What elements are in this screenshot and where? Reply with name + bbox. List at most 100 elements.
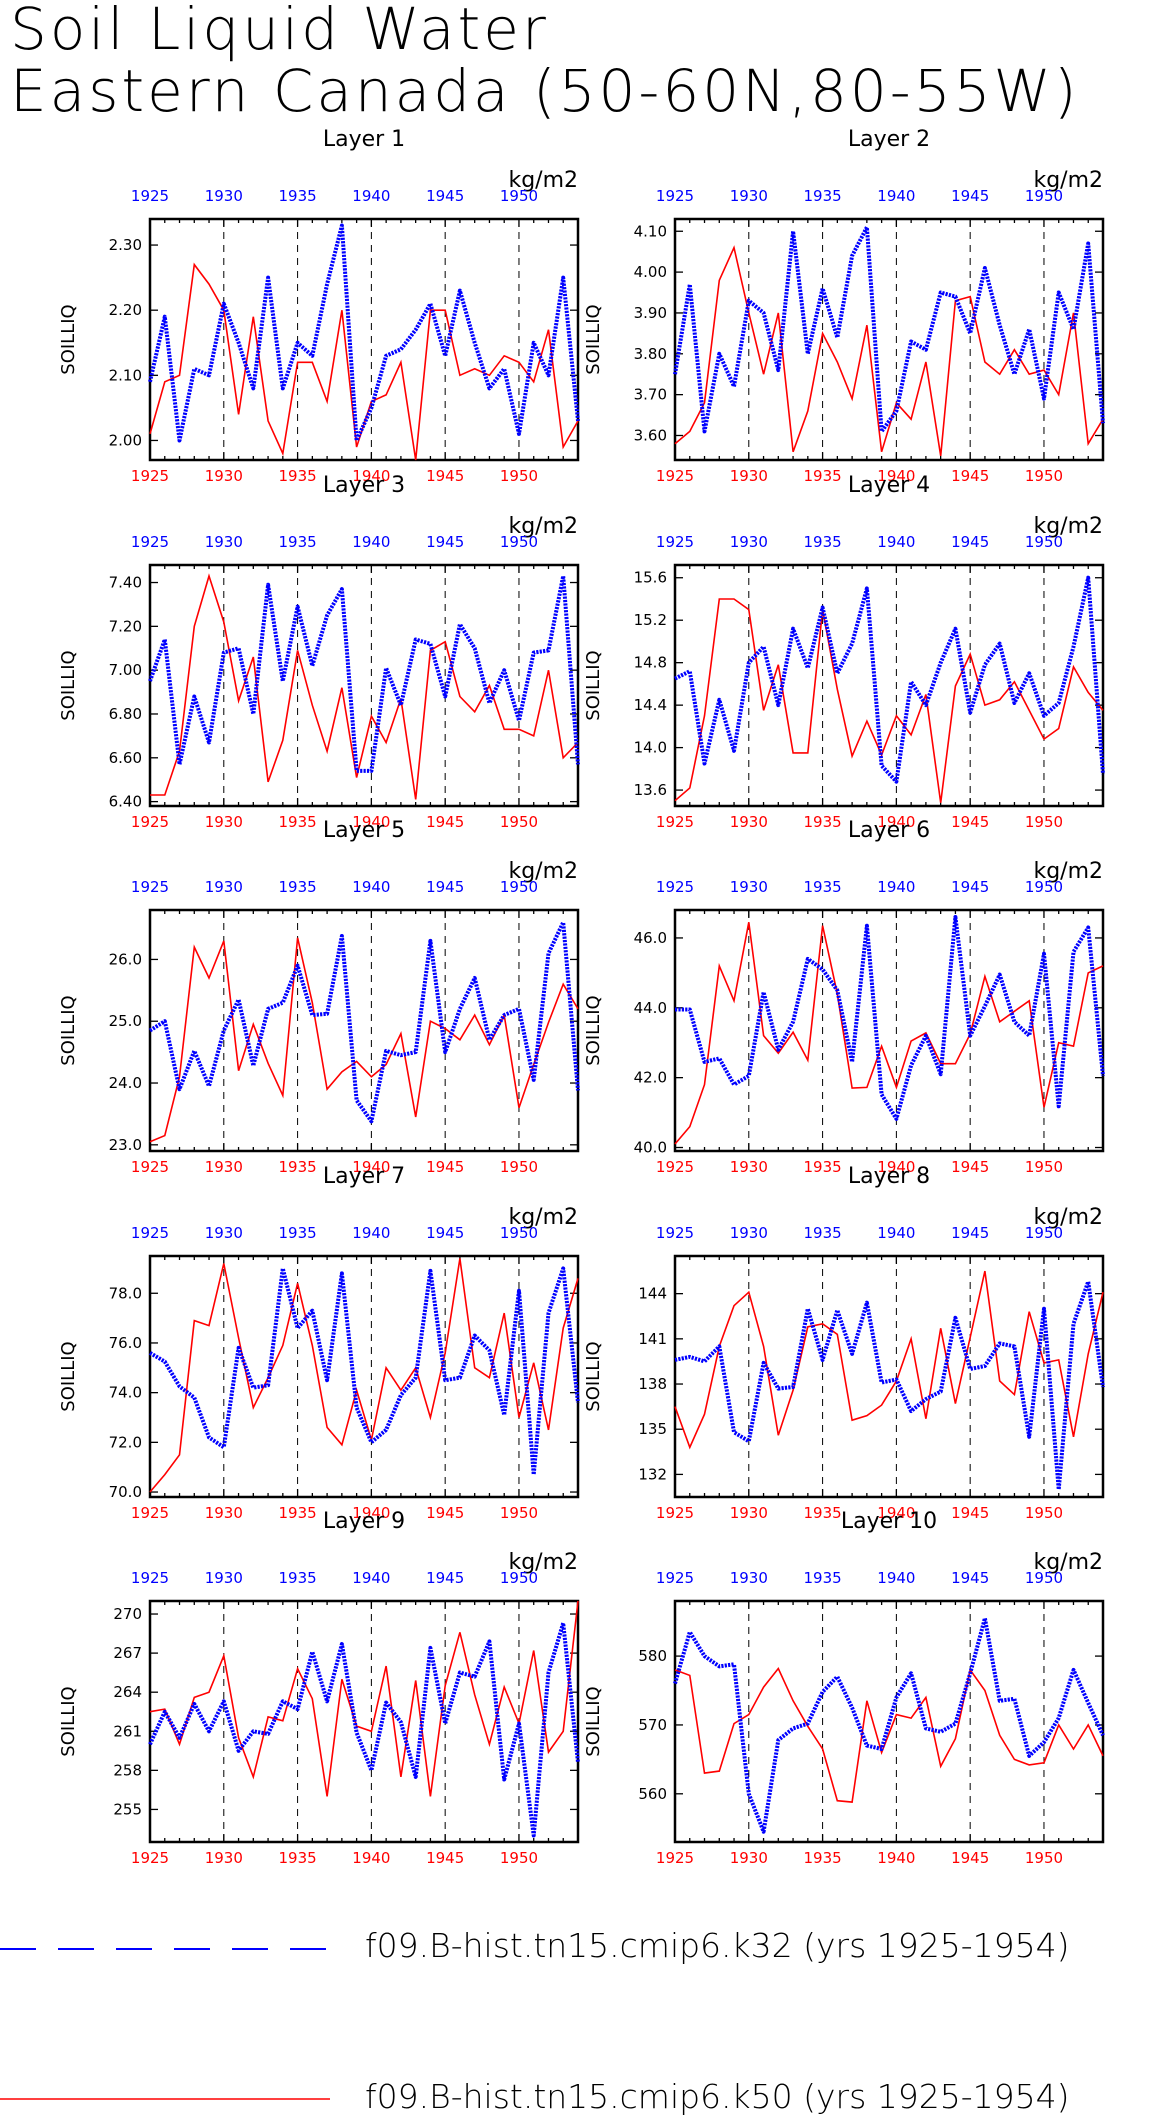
chart-layer-8: Layer 8 kg/m2 1925 1925 1930 1930 1935 1935 1940… xyxy=(583,1164,1105,1522)
x-tick-label-top: 1940 xyxy=(877,1569,915,1587)
y-tick-label: 44.0 xyxy=(634,999,667,1017)
plot-frame xyxy=(148,217,580,462)
y-tick-label: 15.2 xyxy=(634,611,667,629)
x-tick-label-top: 1945 xyxy=(426,533,464,551)
x-tick-label-bottom: 1930 xyxy=(205,1158,243,1176)
x-tick-label-bottom: 1925 xyxy=(656,1849,694,1867)
x-tick-label-bottom: 1950 xyxy=(500,1849,538,1867)
units-label: kg/m2 xyxy=(508,514,578,539)
y-tick-label: 6.80 xyxy=(109,705,142,723)
x-tick-label-top: 1945 xyxy=(426,878,464,896)
x-tick-label-top: 1925 xyxy=(656,1224,694,1242)
x-tick-label-bottom: 1930 xyxy=(205,1849,243,1867)
plot-frame xyxy=(673,1599,1105,1844)
y-tick-label: 141 xyxy=(638,1330,667,1348)
x-tick-label-top: 1945 xyxy=(951,878,989,896)
plot-frame xyxy=(673,217,1105,462)
x-tick-label-bottom: 1935 xyxy=(278,467,316,485)
x-tick-label-top: 1950 xyxy=(1025,1224,1063,1242)
x-tick-label-top: 1940 xyxy=(877,1224,915,1242)
x-tick-label-bottom: 1940 xyxy=(352,467,390,485)
x-tick-label-bottom: 1925 xyxy=(131,1504,169,1522)
x-tick-label-top: 1930 xyxy=(205,533,243,551)
chart-layer-10: Layer 10 kg/m2 1925 1925 1930 1930 1935 1935 194… xyxy=(583,1509,1105,1867)
x-tick-label-top: 1950 xyxy=(500,878,538,896)
x-tick-label-bottom: 1925 xyxy=(656,1158,694,1176)
y-tick-label: 2.30 xyxy=(109,236,142,254)
y-tick-label: 70.0 xyxy=(109,1483,142,1501)
y-tick-label: 255 xyxy=(113,1800,142,1818)
x-tick-label-top: 1925 xyxy=(656,878,694,896)
x-tick-label-top: 1935 xyxy=(278,1224,316,1242)
y-axis-label: SOILLIQ xyxy=(583,650,604,720)
series-line-k50 xyxy=(674,1666,1104,1803)
series-line-k32 xyxy=(148,920,580,1124)
y-tick-label: 135 xyxy=(638,1420,667,1438)
units-label: kg/m2 xyxy=(1033,1550,1103,1575)
y-tick-label: 7.00 xyxy=(109,661,142,679)
x-tick-label-top: 1925 xyxy=(656,187,694,205)
y-tick-label: 2.00 xyxy=(109,431,142,449)
y-tick-label: 4.00 xyxy=(634,263,667,281)
series-line-k50 xyxy=(149,1600,579,1797)
y-axis-label: SOILLIQ xyxy=(58,304,79,374)
series-line-k32 xyxy=(148,223,580,443)
x-tick-label-bottom: 1945 xyxy=(951,1158,989,1176)
panel-title: Layer 5 xyxy=(323,818,405,843)
x-tick-label-top: 1940 xyxy=(352,533,390,551)
x-tick-label-top: 1935 xyxy=(803,187,841,205)
x-tick-label-top: 1930 xyxy=(205,187,243,205)
x-tick-label-top: 1935 xyxy=(278,533,316,551)
series-line-k32 xyxy=(673,225,1105,434)
y-axis-label: SOILLIQ xyxy=(583,1341,604,1411)
y-tick-label: 270 xyxy=(113,1605,142,1623)
series-line-k50 xyxy=(150,573,579,800)
x-tick-label-bottom: 1930 xyxy=(730,1504,768,1522)
plot-frame xyxy=(673,563,1105,808)
x-tick-label-bottom: 1930 xyxy=(205,813,243,831)
y-tick-label: 3.60 xyxy=(634,426,667,444)
x-tick-label-bottom: 1935 xyxy=(803,1158,841,1176)
x-tick-label-top: 1925 xyxy=(131,878,169,896)
x-tick-label-bottom: 1945 xyxy=(426,1158,464,1176)
y-tick-label: 23.0 xyxy=(109,1136,142,1154)
plot-frame xyxy=(148,1599,580,1844)
x-tick-label-top: 1950 xyxy=(1025,187,1063,205)
y-tick-label: 2.20 xyxy=(109,301,142,319)
x-tick-label-top: 1935 xyxy=(278,878,316,896)
plot-frame xyxy=(673,1254,1105,1499)
x-tick-label-bottom: 1935 xyxy=(803,1504,841,1522)
x-tick-label-top: 1940 xyxy=(352,1224,390,1242)
y-tick-label: 76.0 xyxy=(109,1334,142,1352)
x-tick-label-top: 1950 xyxy=(500,533,538,551)
x-tick-label-top: 1950 xyxy=(500,1569,538,1587)
y-tick-label: 14.4 xyxy=(634,696,667,714)
y-tick-label: 560 xyxy=(638,1785,667,1803)
units-label: kg/m2 xyxy=(1033,514,1103,539)
y-tick-label: 3.80 xyxy=(634,345,667,363)
x-tick-label-top: 1945 xyxy=(426,1569,464,1587)
x-tick-label-top: 1945 xyxy=(951,533,989,551)
x-tick-label-top: 1925 xyxy=(656,1569,694,1587)
y-tick-label: 14.0 xyxy=(634,739,667,757)
x-tick-label-bottom: 1950 xyxy=(1025,813,1063,831)
x-tick-label-top: 1940 xyxy=(352,1569,390,1587)
x-tick-label-top: 1935 xyxy=(278,1569,316,1587)
units-label: kg/m2 xyxy=(508,1550,578,1575)
x-tick-label-bottom: 1925 xyxy=(656,1504,694,1522)
series-line-k32 xyxy=(674,575,1105,784)
x-tick-label-top: 1935 xyxy=(803,878,841,896)
y-axis-label: SOILLIQ xyxy=(583,1686,604,1756)
x-tick-label-bottom: 1950 xyxy=(500,1504,538,1522)
y-tick-label: 2.10 xyxy=(109,366,142,384)
legend-label-k50: f09.B-hist.tn15.cmip6.k50 (yrs 1925-1954… xyxy=(365,2077,1070,2116)
y-tick-label: 4.10 xyxy=(634,222,667,240)
panel-title: Layer 9 xyxy=(323,1509,405,1534)
x-tick-label-top: 1945 xyxy=(426,187,464,205)
panel-title: Layer 6 xyxy=(848,818,930,843)
x-tick-label-top: 1940 xyxy=(877,878,915,896)
series-line-k50 xyxy=(674,922,1104,1145)
y-axis-label: SOILLIQ xyxy=(58,995,79,1065)
series-line-k50 xyxy=(149,937,579,1143)
